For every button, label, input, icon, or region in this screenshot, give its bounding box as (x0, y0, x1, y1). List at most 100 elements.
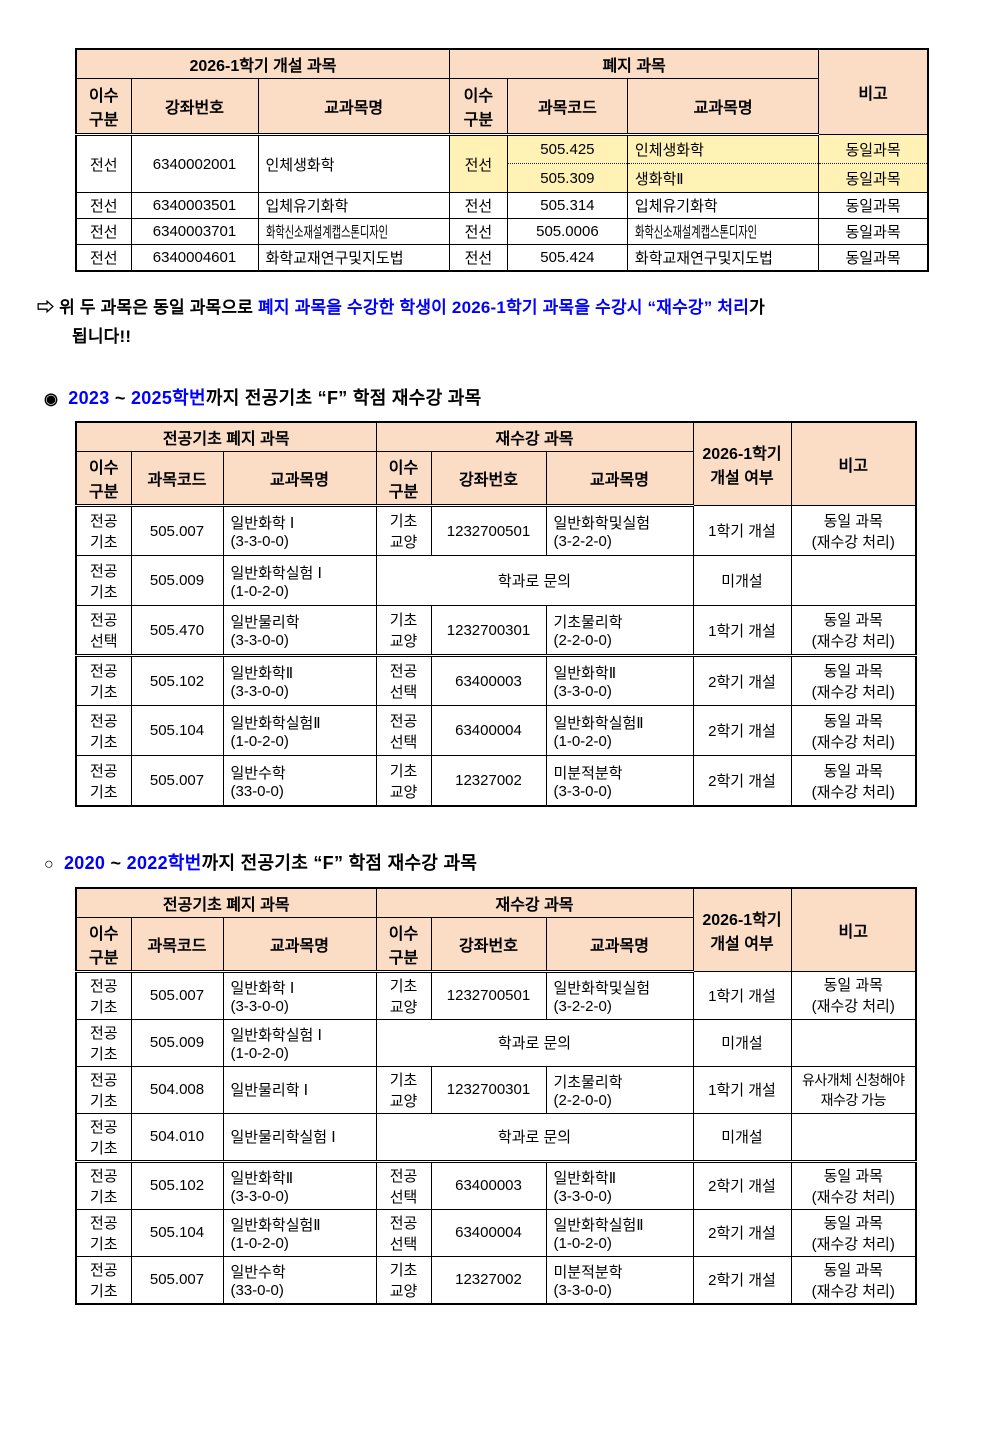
column-header-remark: 비고 (790, 421, 917, 507)
cell: 전공 기초 (75, 1160, 132, 1210)
cell: 화학신소재설계캡스톤디자인 (626, 218, 820, 245)
table-title-opened: 2026-1학기 개설 과목 (75, 48, 450, 79)
note-line1: ⇨ 위 두 과목은 동일 과목으로 폐지 과목을 수강한 학생이 2026-1학… (37, 293, 962, 322)
column-header: 교과목명 (545, 916, 694, 973)
cell: 505.314 (506, 192, 628, 219)
cell: 505.007 (130, 1255, 224, 1305)
cell: 동일과목 (818, 218, 929, 245)
cell: 1학기 개설 (692, 505, 792, 557)
cell: 동일 과목 (재수강 처리) (790, 505, 917, 557)
course-name-condensed: 화학신소재설계캡스톤디자인 (265, 224, 388, 241)
cell: 전공 기초 (75, 1065, 132, 1114)
cell-merged-inquiry: 학과로 문의 (375, 555, 694, 607)
cell: 전공 기초 (75, 1112, 132, 1163)
course-name-condensed: 화학신소재설계캡스톤디자인 (634, 224, 757, 241)
cell: 기초 교양 (375, 755, 432, 807)
cell: 기초물리학 (2-2-0-0) (545, 605, 694, 658)
cell: 63400003 (430, 655, 547, 707)
table-row: 전공 기초 505.009 일반화학실험 Ⅰ (1-0-2-0) 학과로 문의 … (75, 555, 917, 607)
table-row: 전공기초 폐지 과목 재수강 과목 2026-1학기 개설 여부 비고 (75, 887, 917, 972)
cell: 일반화학실험 Ⅰ (1-0-2-0) (222, 1018, 377, 1067)
cell: 기초물리학 (2-2-0-0) (545, 1065, 694, 1114)
cell: 일반수학 (33-0-0) (222, 1255, 377, 1305)
column-header: 강좌번호 (130, 78, 259, 136)
cell: 전공 선택 (375, 705, 432, 757)
cell: 동일 과목 (재수강 처리) (790, 755, 917, 807)
cell: 전공 기초 (75, 1208, 132, 1257)
table-title-retake: 재수강 과목 (375, 421, 694, 453)
table-row: 505.309 생화학Ⅱ 동일과목 (76, 163, 929, 193)
cell: 유사개체 신청해야 재수강 가능 (790, 1065, 917, 1114)
cell-merged-inquiry: 학과로 문의 (375, 1112, 694, 1163)
cell: 일반화학Ⅱ (3-3-0-0) (222, 655, 377, 707)
cell (790, 1112, 917, 1163)
column-header: 강좌번호 (430, 451, 547, 508)
heading-sep: ~ (109, 388, 131, 409)
section-heading-2023-2025: ◉ 2023 ~ 2025학번까지 전공기초 “F” 학점 재수강 과목 (44, 384, 992, 410)
cell: 입체유기화학 (626, 192, 820, 219)
cell: 일반화학실험Ⅱ (1-0-2-0) (545, 705, 694, 757)
heading-year: 2022학번 (126, 852, 202, 873)
cell: 동일 과목 (재수강 처리) (790, 655, 917, 707)
cell: 505.009 (130, 555, 224, 607)
cell: 일반화학및실험 (3-2-2-0) (545, 505, 694, 557)
cell: 동일 과목 (재수강 처리) (790, 970, 917, 1020)
cell: 63400004 (430, 705, 547, 757)
cell: 일반물리학 Ⅰ (222, 1065, 377, 1114)
note-text: 위 두 과목은 동일 과목으로 (59, 298, 258, 317)
cell: 기초 교양 (375, 1065, 432, 1114)
cell: 기초 교양 (375, 970, 432, 1020)
cell: 전선 (75, 134, 132, 193)
cell: 1232700501 (430, 970, 547, 1020)
heading-sep: ~ (105, 852, 127, 873)
cell: 1학기 개설 (692, 970, 792, 1020)
cell: 전선 (448, 218, 508, 245)
column-header-remark: 비고 (818, 48, 929, 135)
cell: 6340002001 (130, 134, 259, 193)
cell: 일반화학실험Ⅱ (1-0-2-0) (222, 1208, 377, 1257)
cell: 2학기 개설 (692, 655, 792, 707)
cell: 일반화학실험 Ⅰ (1-0-2-0) (222, 555, 377, 607)
cell: 일반화학Ⅱ (3-3-0-0) (222, 1160, 377, 1210)
column-header: 교과목명 (257, 78, 450, 136)
cell: 일반화학 Ⅰ (3-3-0-0) (222, 505, 377, 557)
table-row: 전선 6340002001 인체생화학 전선 505.425 인체생화학 동일과… (75, 134, 929, 193)
cell: 505.102 (130, 655, 224, 707)
column-header-open: 2026-1학기 개설 여부 (692, 421, 792, 507)
cell: 전선 (448, 134, 508, 193)
table-title-abolished: 전공기초 폐지 과목 (75, 421, 377, 453)
column-header: 이수 구분 (448, 78, 508, 136)
cell: 동일과목 (818, 192, 929, 219)
cell: 전공 기초 (75, 705, 132, 757)
heading-text: 까지 전공기초 “F” 학점 재수강 과목 (201, 852, 478, 873)
cell: 505.425 (506, 134, 628, 164)
table-row: 전공 기초 505.007 일반화학 Ⅰ (3-3-0-0) 기초 교양 123… (75, 970, 917, 1020)
cell: 63400004 (430, 1208, 547, 1257)
cell: 동일과목 (818, 244, 929, 272)
table-row: 전공 기초 505.007 일반수학 (33-0-0) 기초 교양 123270… (75, 1255, 917, 1305)
table-title-abolished: 폐지 과목 (448, 48, 820, 79)
cell: 미분적분학 (3-3-0-0) (545, 1255, 694, 1305)
cell: 미개설 (692, 1018, 792, 1067)
table-row: 전선 6340003501 입체유기화학 전선 505.314 입체유기화학 동… (75, 192, 929, 219)
column-header: 과목코드 (130, 916, 224, 973)
heading-year: 2025학번 (130, 388, 206, 409)
column-header: 이수 구분 (375, 451, 432, 508)
cell: 동일 과목 (재수강 처리) (790, 1255, 917, 1305)
cell: 505.104 (130, 705, 224, 757)
cell: 504.010 (130, 1112, 224, 1163)
cell: 일반물리학 (3-3-0-0) (222, 605, 377, 658)
cell: 63400003 (430, 1160, 547, 1210)
note-text: 가 (749, 298, 765, 317)
cell: 2학기 개설 (692, 705, 792, 757)
heading-text: 까지 전공기초 “F” 학점 재수강 과목 (205, 388, 482, 409)
cell: 1232700501 (430, 505, 547, 557)
column-header: 교과목명 (222, 451, 377, 508)
cell: 전공 기초 (75, 1255, 132, 1305)
table-row: 전공 기초 505.007 일반화학 Ⅰ (3-3-0-0) 기초 교양 123… (75, 505, 917, 557)
cell: 전선 (75, 244, 132, 272)
cell: 1232700301 (430, 1065, 547, 1114)
section-heading-2020-2022: ○ 2020 ~ 2022학번까지 전공기초 “F” 학점 재수강 과목 (44, 849, 992, 875)
cell: 동일과목 (818, 134, 929, 164)
cell (790, 555, 917, 607)
